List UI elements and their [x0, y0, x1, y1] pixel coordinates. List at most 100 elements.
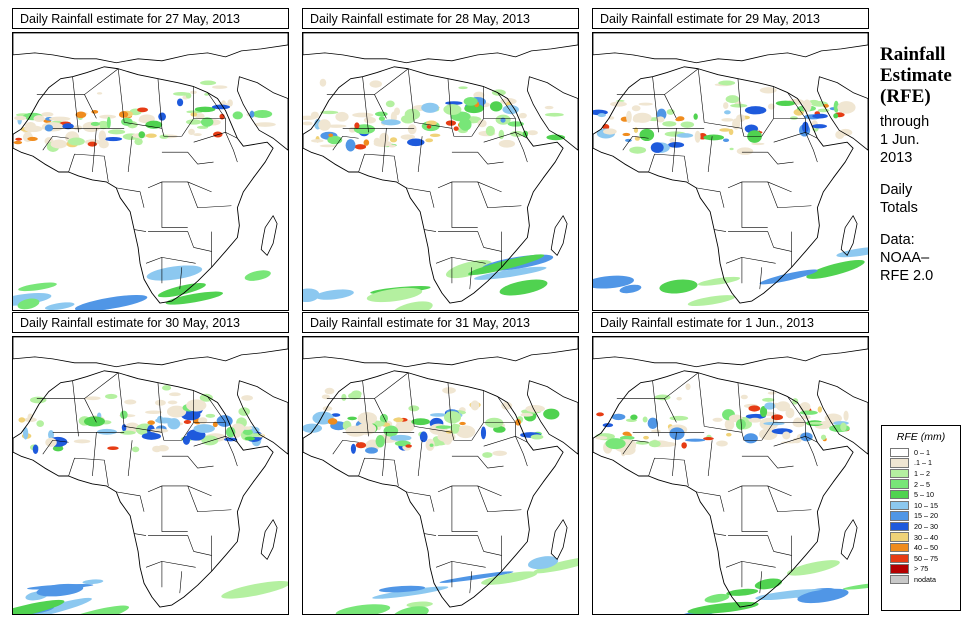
rainfall-patch: [21, 597, 92, 614]
arabia-outline: [236, 76, 288, 151]
rainfall-patch: [227, 99, 233, 107]
rainfall-patch: [318, 119, 331, 131]
rainfall-patch: [150, 428, 169, 433]
rainfall-patch: [168, 392, 181, 397]
rainfall-patch: [482, 452, 493, 458]
rainfall-patch: [429, 413, 447, 417]
country-border: [116, 187, 145, 208]
madagascar-outline: [260, 215, 278, 256]
rainfall-patch: [183, 420, 192, 424]
country-border: [741, 455, 794, 469]
rainfall-patch: [392, 301, 433, 310]
rainfall-patch: [533, 556, 578, 574]
rainfall-patch: [221, 580, 288, 599]
rainfall-patch: [405, 444, 412, 448]
country-border: [84, 372, 119, 399]
rainfall-patch: [429, 443, 434, 447]
country-border: [727, 485, 792, 497]
rainfall-patch: [799, 402, 811, 412]
rainfall-patch: [730, 103, 748, 108]
legend-item: 2 – 5: [882, 479, 960, 490]
rainfall-patch: [366, 287, 423, 303]
rainfall-patch: [544, 112, 564, 117]
rainfall-patch: [840, 422, 847, 432]
country-border: [145, 257, 163, 284]
rainfall-patch: [736, 147, 754, 155]
rainfall-patch: [842, 582, 868, 590]
rainfall-patch: [200, 117, 214, 127]
rainfall-patch: [633, 127, 639, 133]
country-border: [664, 68, 699, 95]
rainfall-patch: [355, 442, 367, 449]
rainfall-patch: [407, 138, 425, 147]
country-border: [181, 422, 194, 441]
rainfall-patch: [445, 260, 492, 279]
rainfall-patch: [743, 433, 758, 444]
country-border: [622, 135, 649, 151]
rainfall-patch: [15, 137, 23, 141]
rainfall-patch: [29, 396, 47, 404]
heading-rfe: (RFE): [880, 86, 931, 107]
country-border: [92, 128, 97, 173]
rainfall-patch: [459, 421, 466, 426]
africa-coastline: [593, 370, 854, 608]
rainfall-patch: [748, 417, 762, 423]
rainfall-patch: [755, 589, 825, 601]
country-border: [358, 457, 399, 486]
rainfall-patch: [527, 556, 559, 570]
rainfall-patch: [357, 412, 378, 425]
rainfall-patch: [630, 414, 638, 420]
africa-coastline: [13, 66, 274, 304]
rainfall-patch: [597, 113, 606, 118]
country-border: [672, 432, 677, 477]
rainfall-patch: [379, 132, 389, 144]
rainfall-patch: [719, 128, 731, 132]
rainfall-patch: [527, 130, 538, 136]
rainfall-patch: [747, 130, 762, 143]
rainfall-patch: [13, 599, 65, 614]
country-border: [451, 151, 504, 165]
panel-title: Daily Rainfall estimate for 31 May, 2013: [302, 312, 579, 333]
rainfall-layer: [303, 78, 566, 310]
rainfall-patch: [188, 128, 195, 135]
rainfall-patch: [837, 101, 856, 114]
country-border: [728, 535, 792, 556]
rainfall-patch: [481, 571, 538, 585]
country-border: [759, 267, 763, 290]
rainfall-patch: [162, 385, 172, 391]
rainfall-patch: [697, 276, 741, 286]
country-border: [72, 76, 79, 133]
country-border: [414, 426, 472, 441]
rainfall-patch: [704, 593, 730, 603]
rainfall-patch: [36, 420, 44, 427]
rainfall-patch: [50, 139, 68, 149]
country-border: [36, 94, 97, 119]
arabia-outline: [236, 380, 288, 455]
country-border: [116, 491, 145, 512]
rainfall-patch: [787, 560, 840, 576]
country-border: [704, 426, 762, 441]
rainfall-patch: [326, 124, 347, 128]
rainfall-patch: [485, 125, 495, 137]
legend-swatch: [890, 542, 909, 553]
country-border: [725, 257, 743, 284]
product-description: Rainfall Estimate (RFE) through 1 Jun. 2…: [880, 44, 965, 285]
rainfall-patch: [17, 298, 40, 310]
rainfall-patch: [390, 434, 412, 442]
rainfall-patch: [173, 91, 190, 96]
madagascar-outline: [550, 215, 568, 256]
legend-item: .1 – 1: [882, 458, 960, 469]
europe-coastline: [13, 33, 288, 64]
legend-label: 15 – 20: [914, 511, 938, 521]
rainfall-patch: [421, 102, 439, 113]
country-border: [407, 68, 415, 123]
rainfall-patch: [763, 421, 785, 426]
country-border: [187, 181, 232, 209]
country-border: [447, 78, 453, 129]
rainfall-patch: [721, 118, 734, 122]
rainfall-patch: [138, 131, 146, 139]
legend-swatch: [890, 479, 909, 489]
end-date-day: 1 Jun.: [880, 132, 920, 148]
rainfall-patch: [120, 410, 128, 419]
